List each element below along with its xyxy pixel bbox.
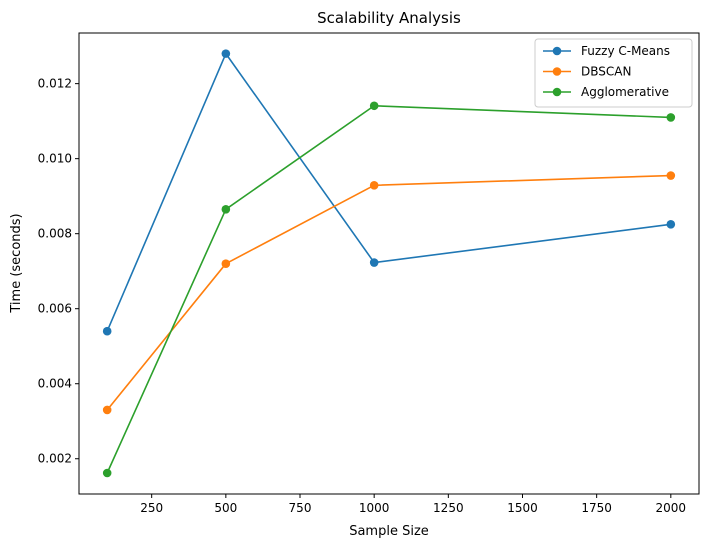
series-line-2 [106,104,671,474]
data-point [221,259,231,268]
x-tick-label: 1250 [433,501,464,515]
x-tick-label: 2000 [656,501,687,515]
data-point [102,468,112,478]
x-tick-label: 250 [140,501,163,515]
x-axis-label: Sample Size [349,524,429,539]
x-tick-label: 500 [214,501,237,515]
data-point [102,326,112,336]
x-tick-label: 1500 [507,501,538,515]
data-point [369,258,379,267]
legend-marker [552,87,562,97]
y-tick-label: 0.002 [38,452,72,466]
data-point [666,171,676,180]
data-point [666,113,676,122]
legend-marker [552,67,562,76]
x-tick-label: 750 [289,501,312,515]
data-point [102,405,112,415]
x-tick-label: 1000 [359,501,390,515]
y-tick-label: 0.006 [38,302,72,316]
y-tick-label: 0.010 [38,152,72,166]
legend: Fuzzy C-Means DBSCAN Agglomerative [534,38,693,108]
data-point [221,204,231,214]
legend-label: Agglomerative [581,85,669,99]
y-tick-label: 0.012 [38,77,72,91]
y-tick-label: 0.004 [38,377,72,391]
data-point [369,180,379,190]
legend-marker [552,46,562,56]
legend-box [534,38,693,108]
data-point [221,49,231,58]
series-line-1 [106,174,671,411]
data-point [369,101,379,111]
data-point [666,220,676,229]
chart-title: Scalability Analysis [317,9,461,27]
plot-area-frame [78,32,700,495]
y-axis-label: Time (seconds) [9,213,24,313]
x-tick-label: 1750 [581,501,612,515]
legend-label: DBSCAN [581,65,631,79]
y-tick-label: 0.008 [38,227,72,241]
legend-label: Fuzzy C-Means [581,44,670,58]
